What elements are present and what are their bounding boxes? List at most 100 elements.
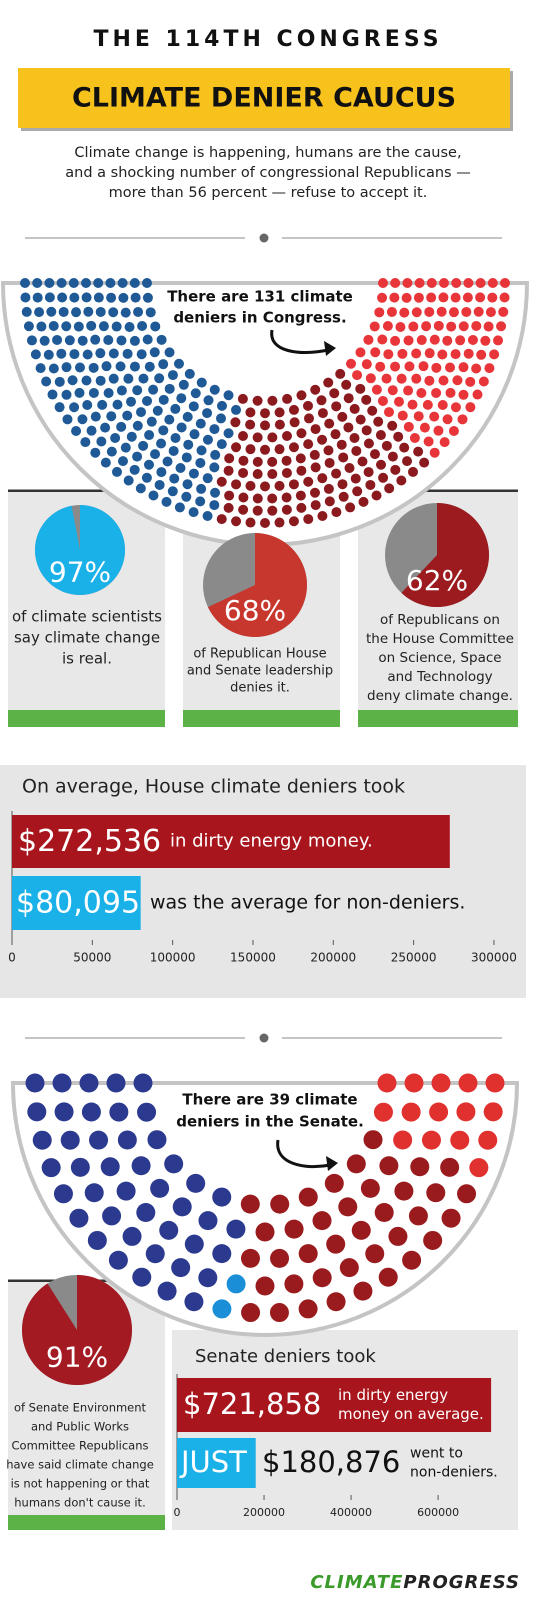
- seat: [324, 418, 335, 429]
- seat: [379, 1156, 399, 1176]
- seat: [142, 334, 153, 345]
- seat: [352, 370, 363, 381]
- pie-label: 91%: [46, 1341, 108, 1374]
- seat: [331, 468, 342, 479]
- bar-caption: in dirty energy: [338, 1386, 448, 1404]
- seat: [384, 483, 395, 494]
- x-tick-label: 50000: [73, 951, 111, 965]
- seat: [458, 321, 469, 332]
- seat: [252, 432, 263, 443]
- seat: [61, 389, 72, 400]
- seat: [476, 349, 487, 360]
- seat: [159, 1220, 179, 1240]
- seat: [281, 504, 292, 515]
- seat: [326, 1292, 346, 1312]
- seat: [123, 475, 134, 486]
- seat: [355, 347, 366, 358]
- seat: [61, 362, 72, 373]
- seat: [245, 444, 256, 455]
- seat: [110, 432, 121, 443]
- seat: [484, 363, 495, 374]
- seat: [202, 408, 213, 419]
- seat: [230, 417, 241, 428]
- seat: [132, 1267, 152, 1287]
- seat: [103, 335, 114, 346]
- seat: [142, 395, 153, 406]
- pie-label: 62%: [406, 564, 468, 597]
- seat: [337, 411, 348, 422]
- seat: [493, 335, 504, 346]
- seat: [32, 1130, 52, 1150]
- seat: [288, 479, 299, 490]
- seat: [174, 502, 185, 513]
- seat: [438, 375, 449, 386]
- seat: [169, 473, 180, 484]
- card-bar: [183, 710, 340, 727]
- seat: [274, 407, 285, 418]
- seat: [393, 396, 404, 407]
- x-tick-label: 150000: [230, 951, 276, 965]
- x-tick-label: 250000: [391, 951, 437, 965]
- seat: [389, 292, 400, 303]
- seat: [41, 376, 52, 387]
- seat: [431, 387, 442, 398]
- seat: [122, 410, 133, 421]
- seat: [212, 1299, 232, 1319]
- caption: of climate scientists: [12, 608, 162, 626]
- seat: [281, 492, 292, 503]
- seat: [396, 475, 407, 486]
- seat: [216, 514, 227, 525]
- seat: [129, 361, 140, 372]
- seat: [351, 1220, 371, 1240]
- x-tick-label: 0: [174, 1506, 181, 1519]
- seat: [439, 437, 450, 448]
- seat: [407, 399, 418, 410]
- seat: [130, 292, 141, 303]
- seat: [411, 307, 422, 318]
- seat: [43, 349, 54, 360]
- seat: [393, 1130, 413, 1150]
- seat: [467, 334, 478, 345]
- seat: [154, 479, 165, 490]
- seat: [26, 335, 37, 346]
- seat: [386, 306, 397, 317]
- seat: [411, 348, 422, 359]
- seat: [338, 452, 349, 463]
- seat: [86, 425, 97, 436]
- seat: [450, 402, 461, 413]
- bar-caption: money on average.: [338, 1405, 484, 1423]
- seat: [438, 292, 449, 303]
- seat: [310, 462, 321, 473]
- seat: [260, 518, 270, 528]
- seat: [421, 1130, 441, 1150]
- seat: [164, 1154, 184, 1174]
- seat: [198, 1268, 218, 1288]
- seat: [195, 418, 206, 429]
- seat: [176, 422, 187, 433]
- seat: [231, 442, 242, 453]
- seat: [448, 426, 459, 437]
- x-tick-label: 400000: [330, 1506, 372, 1519]
- seat: [375, 430, 386, 441]
- seat: [473, 306, 484, 317]
- seat: [195, 457, 206, 468]
- seat: [106, 411, 117, 422]
- seat: [150, 321, 161, 332]
- seat: [350, 473, 361, 484]
- seat: [98, 321, 109, 332]
- seat: [274, 444, 285, 455]
- seat: [186, 1173, 206, 1193]
- seat: [437, 400, 448, 411]
- divider: [25, 233, 502, 243]
- seat: [478, 1130, 498, 1150]
- seat: [395, 322, 406, 333]
- seat: [196, 483, 207, 494]
- seat: [431, 1073, 451, 1093]
- seat: [223, 390, 234, 401]
- seat: [170, 433, 181, 444]
- seat: [136, 1202, 156, 1222]
- seat: [296, 390, 307, 401]
- seat: [387, 451, 398, 462]
- seat: [483, 321, 494, 332]
- seat: [387, 385, 398, 396]
